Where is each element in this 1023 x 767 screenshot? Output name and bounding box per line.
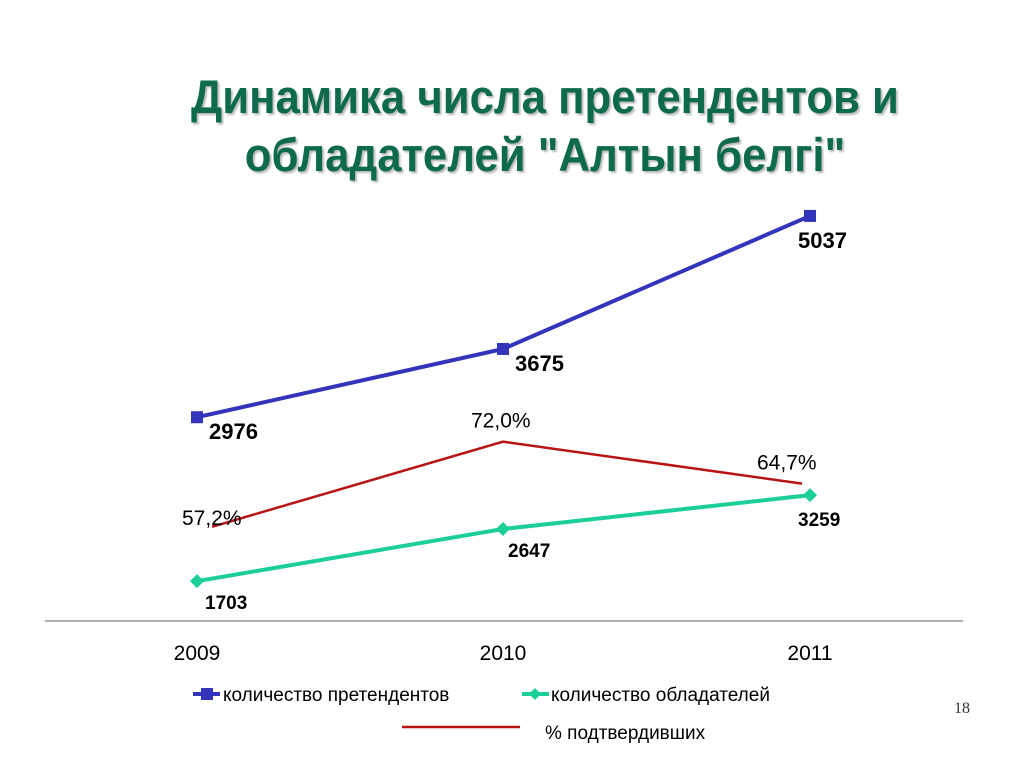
data-point-diamond <box>803 488 817 503</box>
legend-marker-diamond <box>529 688 541 700</box>
data-label: 57,2% <box>182 507 242 530</box>
slide-title: Динамика числа претендентов и обладателе… <box>191 70 899 181</box>
x-tick-label: 2011 <box>787 642 832 665</box>
series-line-2 <box>211 440 803 528</box>
data-point-diamond <box>190 574 204 589</box>
legend-label: количество обладателей <box>551 685 770 706</box>
data-point-square <box>191 411 203 424</box>
data-label: 2647 <box>508 541 550 562</box>
page-number: 18 <box>954 700 970 717</box>
data-label: 64,7% <box>757 452 817 475</box>
data-label: 72,0% <box>471 410 531 433</box>
data-label: 3675 <box>515 351 564 376</box>
x-tick-label: 2009 <box>174 642 221 665</box>
legend-label: количество претендентов <box>223 685 449 706</box>
series-line-0 <box>196 214 811 420</box>
legend-marker-square <box>201 688 213 700</box>
data-point-square <box>497 342 509 355</box>
data-label: 3259 <box>798 510 840 531</box>
legend-label: % подтвердивших <box>545 723 706 744</box>
data-label: 2976 <box>209 419 258 444</box>
data-point-diamond <box>496 521 510 536</box>
series-line-1 <box>196 493 811 584</box>
x-tick-label: 2010 <box>480 642 527 665</box>
data-label: 5037 <box>798 228 847 253</box>
data-label: 1703 <box>205 593 247 614</box>
data-point-square <box>804 209 816 222</box>
